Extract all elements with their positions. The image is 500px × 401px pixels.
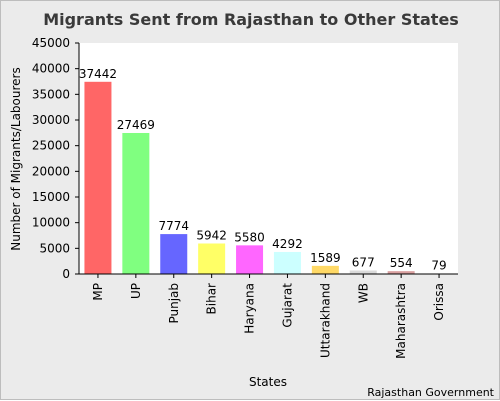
bar-uttarakhand — [311, 265, 339, 274]
y-tick-label: 25000 — [32, 139, 70, 153]
bar-bihar — [198, 243, 226, 274]
x-tick-label: Haryana — [243, 283, 257, 334]
x-tick-label: Punjab — [167, 283, 181, 324]
x-axis-label: States — [249, 375, 287, 389]
y-tick-label: 30000 — [32, 113, 70, 127]
bar-gujarat — [273, 251, 301, 274]
bars — [84, 81, 453, 275]
y-tick-label: 40000 — [32, 62, 70, 76]
bar-wb — [349, 270, 377, 274]
x-tick-label: WB — [356, 283, 370, 303]
y-tick-label: 5000 — [39, 241, 70, 255]
x-tick-label: Orissa — [432, 283, 446, 321]
data-label: 1589 — [310, 251, 341, 265]
x-axis-ticks: MP UP Punjab Bihar Haryana Gujarat Uttarakhand… — [91, 274, 446, 359]
bar-haryana — [236, 245, 264, 274]
y-tick-label: 15000 — [32, 190, 70, 204]
y-tick-label: 20000 — [32, 164, 70, 178]
bar-mp — [84, 81, 112, 274]
data-label: 554 — [390, 256, 413, 270]
x-tick-label: Maharashtra — [394, 283, 408, 359]
data-label: 677 — [352, 256, 375, 270]
x-tick-label: UP — [129, 283, 143, 299]
bar-maharashtra — [387, 271, 415, 274]
bar-punjab — [160, 234, 188, 274]
y-tick-label: 35000 — [32, 87, 70, 101]
data-label: 4292 — [272, 237, 303, 251]
data-label: 7774 — [158, 219, 189, 233]
data-label: 5580 — [234, 230, 265, 244]
data-label: 79 — [431, 259, 446, 273]
y-tick-label: 0 — [62, 267, 70, 281]
chart-title: Migrants Sent from Rajasthan to Other St… — [43, 10, 459, 29]
bar-up — [122, 132, 150, 274]
y-axis-ticks: 0 5000 10000 15000 20000 25000 30000 35000 40000… — [32, 36, 79, 281]
y-tick-label: 45000 — [32, 36, 70, 50]
x-tick-label: Gujarat — [280, 283, 294, 328]
data-label: 27469 — [117, 118, 155, 132]
y-tick-label: 10000 — [32, 216, 70, 230]
data-labels: 37442 27469 7774 5942 5580 4292 1589 677 554 79 — [79, 67, 447, 273]
x-tick-label: Bihar — [205, 283, 219, 315]
x-tick-label: Uttarakhand — [318, 283, 332, 358]
y-axis-label: Number of Migrants/Labourers — [9, 67, 23, 250]
source-credit: Rajasthan Government — [367, 386, 494, 399]
x-tick-label: MP — [91, 283, 105, 301]
data-label: 37442 — [79, 67, 117, 81]
data-label: 5942 — [196, 228, 227, 242]
